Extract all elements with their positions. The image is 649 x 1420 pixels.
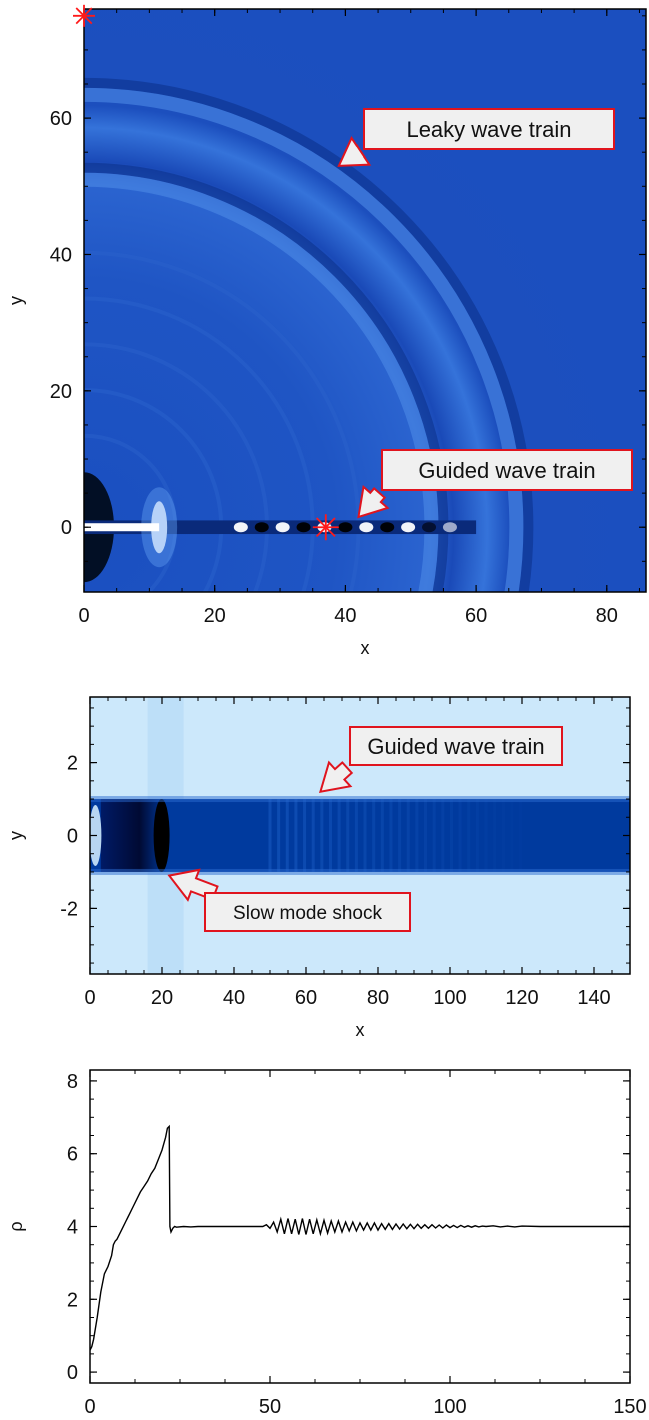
leaky-front-light: [84, 87, 524, 592]
panel1-xtick-label: 40: [334, 605, 356, 627]
guided-wave-blob: [233, 522, 248, 533]
panel3-xtick-label: 50: [259, 1396, 281, 1418]
guided-wave-blob: [275, 522, 290, 533]
panel3-ytick-label: 0: [67, 1362, 78, 1384]
panel1-ytick-label: 0: [61, 517, 72, 539]
panel3-ytick-label: 4: [67, 1217, 78, 1239]
panel2-xtick-label: 40: [223, 987, 245, 1009]
guide-core-bright: [84, 523, 160, 532]
guided-wave-blob: [422, 522, 437, 533]
panel1-axes: 0 20 40 60 80 0 20 40 60 x y: [6, 9, 646, 658]
panel1-waveguide: [84, 487, 477, 568]
panel3-ytick-label: 6: [67, 1144, 78, 1166]
panel-bottom-line: 05010015002468xρ: [6, 1069, 647, 1418]
guided-wave-blob: [338, 522, 353, 533]
shock-front: [153, 799, 170, 872]
panel2-xtick-label: 80: [367, 987, 389, 1009]
leaky-front-dark: [84, 77, 534, 592]
marker-origin-top: [75, 7, 93, 25]
callout-leaky-label: Leaky wave train: [406, 117, 571, 142]
panel2-annotations: Guided wave train Slow mode shock: [167, 726, 563, 932]
panel2-axes: 0 20 40 60 80 100 120 140 -2 0 2 x y: [6, 697, 631, 1040]
panel-top-heatmap: 0 20 40 60 80 0 20 40 60 x y Leaky wave train Guide…: [6, 4, 647, 658]
panel-middle-heatmap: 0 20 40 60 80 100 120 140 -2 0 2 x y Guided wave tra…: [6, 696, 631, 1040]
panel1-ytick-label: 40: [50, 244, 72, 266]
guided-wave-blob: [401, 522, 416, 533]
callout-guided-mid-arrow: [318, 760, 354, 794]
panel1-ytick-label: 20: [50, 381, 72, 403]
panel2-slab: [90, 697, 630, 974]
panel1-annotations: Leaky wave train Guided wave train: [337, 108, 633, 519]
panel1-ylabel: y: [6, 296, 26, 305]
panel1-xtick-label: 80: [596, 605, 618, 627]
panel1-markers: [73, 4, 339, 541]
callout-leaky-arrow: [337, 136, 372, 167]
panel1-xlabel: x: [361, 638, 370, 658]
callout-shock-box: [204, 892, 411, 932]
panel2-xtick-label: 100: [433, 987, 466, 1009]
panel3-xtick-label: 150: [613, 1396, 646, 1418]
panel2-ylabel: y: [6, 831, 26, 840]
callout-shock-label: Slow mode shock: [233, 903, 382, 924]
panel3-ylabel: ρ: [6, 1221, 26, 1231]
guided-wave-blob: [442, 522, 457, 533]
callout-guided-mid-box: [349, 726, 563, 766]
panel1-xtick-label: 60: [465, 605, 487, 627]
panel2-xtick-label: 20: [151, 987, 173, 1009]
panel3-ytick-label: 8: [67, 1071, 78, 1093]
panel2-xtick-label: 0: [84, 987, 95, 1009]
callout-guided-top-box: [381, 449, 633, 491]
guided-wave-blob: [359, 522, 374, 533]
marker-guided: [315, 517, 336, 538]
callout-leaky-box: [363, 108, 615, 150]
panel2-xtick-label: 60: [295, 987, 317, 1009]
guided-wave-blob: [296, 522, 311, 533]
panel1-ytick-label: 60: [50, 108, 72, 130]
panel3-xtick-label: 0: [84, 1396, 95, 1418]
callout-guided-top-label: Guided wave train: [418, 458, 595, 483]
panel2-xtick-label: 120: [505, 987, 538, 1009]
panel3-ytick-label: 2: [67, 1289, 78, 1311]
shock-flare: [151, 501, 168, 554]
panel3-axes: 05010015002468xρ: [6, 1070, 647, 1418]
waveguide-slab: [90, 799, 630, 872]
callout-guided-mid-label: Guided wave train: [367, 734, 544, 759]
panel1-frame: [83, 8, 647, 593]
panel1-xtick-label: 0: [78, 605, 89, 627]
guided-wave-blob: [380, 522, 395, 533]
panel2-ytick-label: 0: [67, 826, 78, 848]
panel2-ytick-label: -2: [60, 898, 78, 920]
slab-edge-bottom: [90, 868, 630, 875]
slab-edge-top: [90, 796, 630, 803]
shock-glow: [141, 487, 178, 568]
guided-wave-blob: [254, 522, 269, 533]
callout-guided-top-arrow: [357, 484, 390, 519]
panel2-xtick-label: 140: [577, 987, 610, 1009]
density-line: [90, 1124, 630, 1351]
panel2-xlabel: x: [356, 1020, 365, 1040]
panel3-xtick-label: 100: [433, 1396, 466, 1418]
panel2-ytick-label: 2: [67, 753, 78, 775]
panel1-xtick-label: 20: [204, 605, 226, 627]
